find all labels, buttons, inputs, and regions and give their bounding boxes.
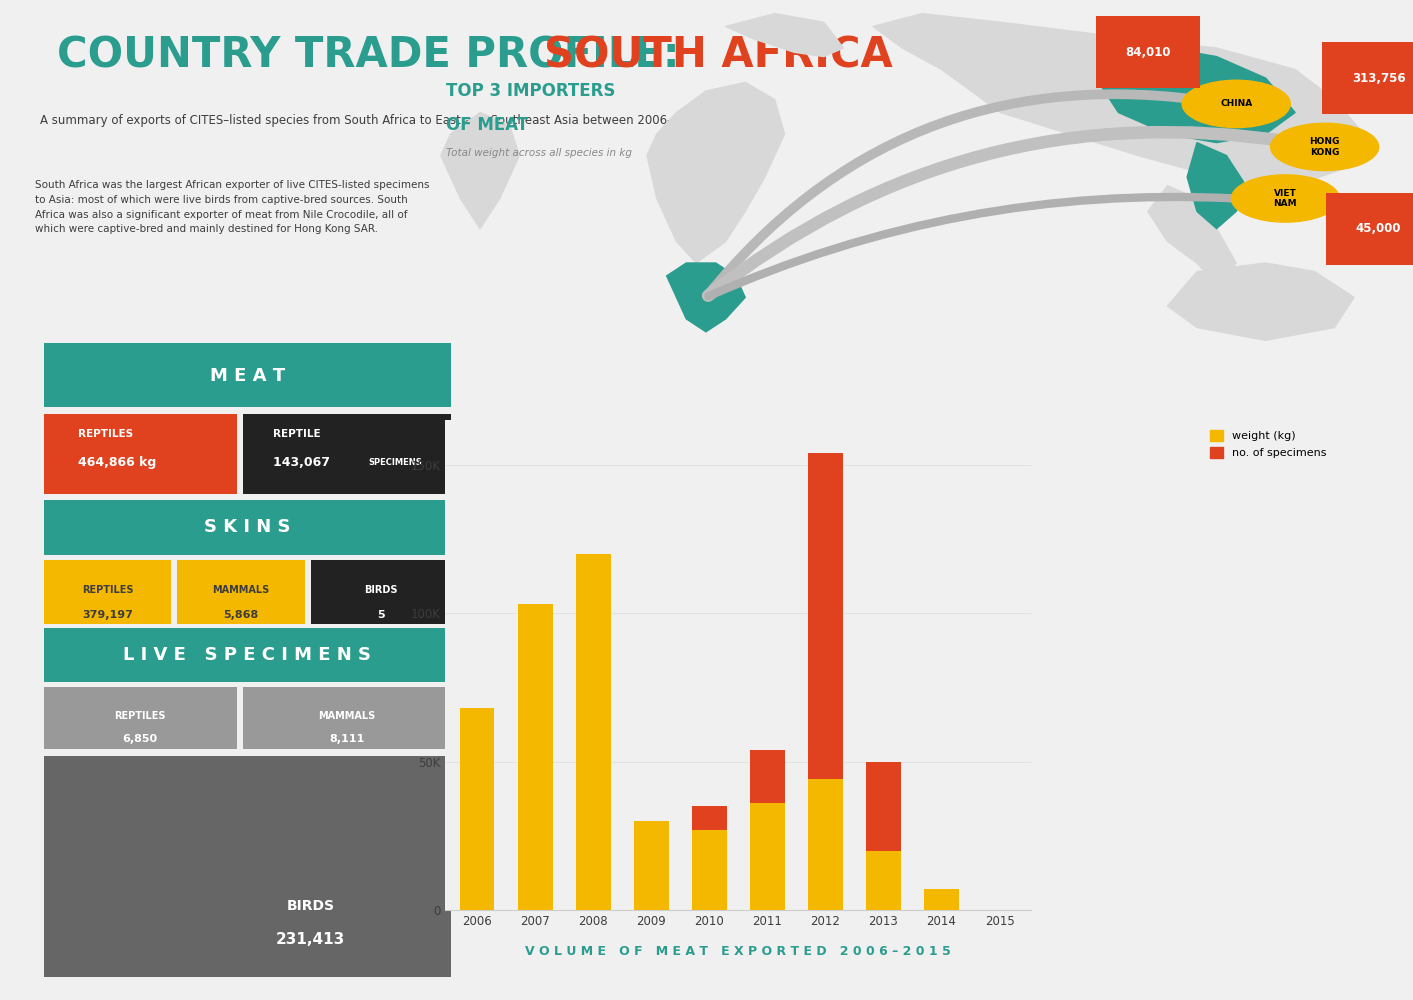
Polygon shape xyxy=(667,263,745,332)
Text: TOP 3 IMPORTERS: TOP 3 IMPORTERS xyxy=(445,82,615,100)
FancyBboxPatch shape xyxy=(44,500,451,555)
Text: 379,197: 379,197 xyxy=(82,610,133,620)
Text: COUNTRY TRADE PROFILE:: COUNTRY TRADE PROFILE: xyxy=(57,34,694,76)
Text: 143,067: 143,067 xyxy=(273,456,333,469)
Bar xyxy=(692,806,726,830)
Text: CHINA: CHINA xyxy=(1219,99,1252,108)
Bar xyxy=(517,604,552,910)
Polygon shape xyxy=(873,14,1364,186)
FancyBboxPatch shape xyxy=(44,414,237,494)
Legend: weight (kg), no. of specimens: weight (kg), no. of specimens xyxy=(1205,426,1331,463)
Text: SOUTH AFRICA: SOUTH AFRICA xyxy=(544,34,893,76)
Bar xyxy=(634,821,668,910)
Text: REPTILES: REPTILES xyxy=(82,585,133,595)
Bar xyxy=(575,554,610,910)
Bar xyxy=(750,750,784,803)
Text: REPTILE: REPTILE xyxy=(273,429,321,439)
Text: 45,000: 45,000 xyxy=(1356,222,1402,235)
Bar xyxy=(866,851,901,910)
Text: 5: 5 xyxy=(377,610,384,620)
Polygon shape xyxy=(1147,186,1236,284)
FancyBboxPatch shape xyxy=(44,756,451,977)
Text: HONG
KONG: HONG KONG xyxy=(1310,137,1340,157)
Circle shape xyxy=(1231,175,1340,222)
Text: A summary of exports of CITES–listed species from South Africa to East and South: A summary of exports of CITES–listed spe… xyxy=(40,114,702,127)
Text: 84,010: 84,010 xyxy=(1125,46,1170,59)
Bar xyxy=(866,762,901,851)
X-axis label: V O L U M E   O F   M E A T   E X P O R T E D   2 0 0 6 – 2 0 1 5: V O L U M E O F M E A T E X P O R T E D … xyxy=(526,945,951,958)
Text: BIRDS: BIRDS xyxy=(287,899,335,913)
Text: S K I N S: S K I N S xyxy=(203,518,291,536)
Bar xyxy=(924,889,959,910)
Polygon shape xyxy=(1099,48,1296,143)
FancyBboxPatch shape xyxy=(243,687,451,749)
Text: L I V E   S P E C I M E N S: L I V E S P E C I M E N S xyxy=(123,646,372,664)
Text: South Africa was the largest African exporter of live CITES-listed specimens
to : South Africa was the largest African exp… xyxy=(35,180,430,234)
FancyBboxPatch shape xyxy=(44,687,237,749)
Circle shape xyxy=(1183,80,1290,128)
Text: 313,756: 313,756 xyxy=(1352,72,1406,85)
Text: SPECIMENS: SPECIMENS xyxy=(369,458,422,467)
Text: 5,868: 5,868 xyxy=(223,610,259,620)
Polygon shape xyxy=(726,14,844,57)
FancyBboxPatch shape xyxy=(44,628,451,682)
FancyBboxPatch shape xyxy=(178,560,305,624)
FancyBboxPatch shape xyxy=(243,414,451,494)
Text: VIET
NAM: VIET NAM xyxy=(1273,189,1297,208)
Bar xyxy=(459,708,495,910)
FancyBboxPatch shape xyxy=(44,343,451,407)
Polygon shape xyxy=(441,112,520,229)
Circle shape xyxy=(1270,123,1379,171)
Text: REPTILES: REPTILES xyxy=(114,711,165,721)
FancyBboxPatch shape xyxy=(44,560,171,624)
Bar xyxy=(692,830,726,910)
Polygon shape xyxy=(1167,263,1354,340)
Bar xyxy=(808,453,842,779)
Text: 8,111: 8,111 xyxy=(329,734,365,744)
Text: OF MEAT: OF MEAT xyxy=(445,116,528,134)
Bar xyxy=(808,779,842,910)
Text: MAMMALS: MAMMALS xyxy=(212,585,270,595)
Text: 464,866 kg: 464,866 kg xyxy=(78,456,155,469)
FancyBboxPatch shape xyxy=(311,560,451,624)
Bar xyxy=(750,803,784,910)
Text: MAMMALS: MAMMALS xyxy=(318,711,376,721)
Text: 231,413: 231,413 xyxy=(276,932,346,947)
Polygon shape xyxy=(1187,143,1246,229)
Text: BIRDS: BIRDS xyxy=(365,585,397,595)
Polygon shape xyxy=(647,82,784,263)
Text: 6,850: 6,850 xyxy=(123,734,158,744)
Text: M E A T: M E A T xyxy=(209,367,285,385)
Text: Total weight across all species in kg: Total weight across all species in kg xyxy=(445,148,632,158)
Text: REPTILES: REPTILES xyxy=(78,429,133,439)
